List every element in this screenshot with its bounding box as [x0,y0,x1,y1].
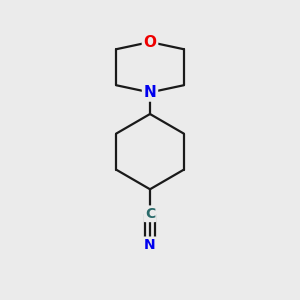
Text: C: C [145,207,155,221]
Text: O: O [143,34,157,50]
Text: N: N [144,238,156,252]
Text: N: N [144,85,156,100]
